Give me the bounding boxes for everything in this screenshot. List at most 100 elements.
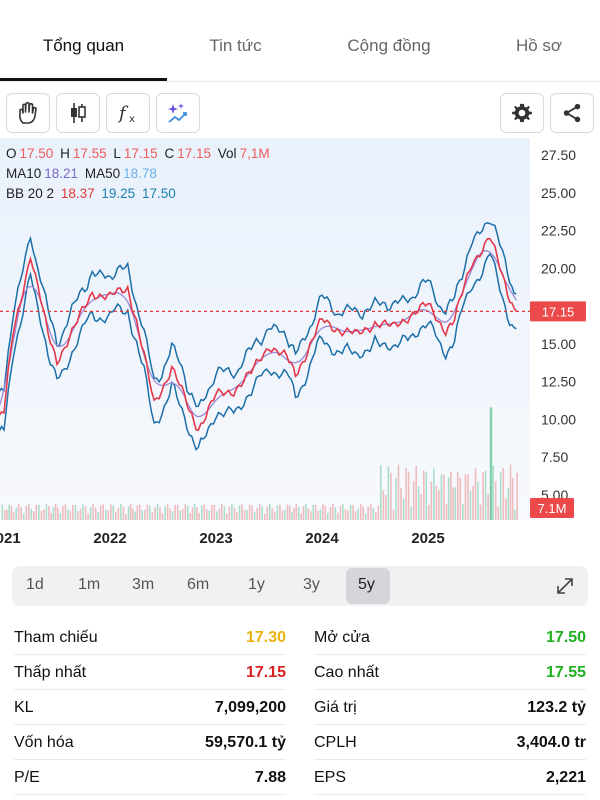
- volume-bar: [72, 504, 74, 520]
- stat-value: 123.2 tỷ: [527, 699, 586, 716]
- volume-bar: [127, 506, 130, 520]
- ma50-value: 18.78: [123, 166, 157, 181]
- indicators-button[interactable]: f x: [106, 93, 150, 133]
- tab-news[interactable]: Tin tức: [209, 36, 262, 55]
- volume-bar: [329, 507, 332, 520]
- price-line: [0, 237, 517, 432]
- tab-community[interactable]: Cộng đồng: [347, 36, 431, 55]
- range-3m[interactable]: 3m: [132, 576, 155, 593]
- volume-bar: [314, 504, 317, 520]
- volume-bar: [189, 513, 192, 520]
- stat-label: Vốn hóa: [14, 734, 74, 751]
- range-1m[interactable]: 1m: [78, 576, 101, 593]
- volume-bar: [467, 474, 469, 520]
- expand-icon[interactable]: [554, 575, 576, 597]
- volume-bar: [385, 494, 387, 520]
- volume-bar: [35, 505, 38, 520]
- price-chart[interactable]: 27.50 25.00 22.50 20.00 17.50 15.00 12.50 10.00…: [0, 138, 600, 558]
- volume-bar: [99, 505, 102, 520]
- volume-bar: [238, 505, 241, 520]
- stat-label: Mở cửa: [314, 629, 370, 646]
- y-axis-tick-label: 20.00: [541, 260, 576, 276]
- volume-bar: [362, 506, 364, 520]
- volume-bar: [110, 504, 112, 520]
- volume-bar: [482, 472, 484, 520]
- close-label: C: [164, 146, 175, 161]
- volume-bar: [117, 508, 120, 520]
- stat-value: 17.15: [245, 664, 286, 681]
- volume-bar: [462, 503, 464, 520]
- volume-bar: [112, 505, 115, 520]
- bollinger-lower-band: [0, 252, 517, 451]
- volume-bar: [48, 505, 50, 520]
- volume-bar: [187, 505, 189, 520]
- x-axis-tick-label: 2025: [411, 530, 444, 547]
- volume-bar: [20, 506, 22, 520]
- share-button[interactable]: [550, 93, 594, 133]
- volume-bar: [57, 507, 59, 520]
- volume-bar: [417, 486, 420, 520]
- volume-bar: [184, 504, 187, 520]
- volume-bar: [288, 505, 291, 520]
- volume-bar: [489, 407, 493, 520]
- volume-bar: [156, 504, 159, 520]
- volume-bar: [8, 504, 10, 520]
- stat-label: P/E: [14, 769, 40, 786]
- volume-bar: [464, 474, 467, 520]
- volume-bar: [497, 506, 499, 520]
- volume-bar: [477, 482, 479, 520]
- range-1y[interactable]: 1y: [248, 576, 265, 593]
- volume-bar: [54, 504, 57, 520]
- volume-bar: [149, 505, 151, 520]
- volume-bar: [226, 513, 228, 520]
- stat-eps: EPS 2,221: [314, 760, 586, 795]
- volume-bar: [472, 485, 474, 520]
- volume-bar: [52, 507, 55, 520]
- volume-bar: [231, 504, 233, 520]
- volume-bar: [198, 512, 200, 520]
- volume-bar: [92, 504, 94, 520]
- chart-type-button[interactable]: [56, 93, 100, 133]
- volume-bar: [514, 509, 516, 520]
- volume-bar: [17, 504, 20, 520]
- stat-label: Tham chiếu: [14, 629, 98, 646]
- volume-bar: [375, 512, 377, 520]
- tab-profile[interactable]: Hồ sơ: [515, 36, 563, 55]
- volume-bar: [380, 464, 382, 520]
- stat-value: 2,221: [545, 769, 586, 786]
- ai-analysis-button[interactable]: [156, 93, 200, 133]
- tab-overview[interactable]: Tổng quan: [42, 36, 125, 55]
- x-axis-tick-label: 2023: [199, 530, 232, 547]
- stat-label: Giá trị: [314, 699, 357, 716]
- volume-bar: [12, 512, 15, 520]
- x-axis-tick-label: 2022: [93, 530, 126, 547]
- volume-bar: [425, 472, 428, 520]
- volume-bar: [447, 477, 450, 520]
- range-3y[interactable]: 3y: [303, 576, 320, 593]
- y-axis-tick-label: 22.50: [541, 223, 576, 239]
- open-label: O: [6, 146, 17, 161]
- volume-bar: [430, 481, 433, 520]
- range-5y[interactable]: 5y: [358, 576, 375, 593]
- svg-text:x: x: [129, 114, 135, 125]
- volume-bar: [492, 465, 494, 520]
- high-value: 17.55: [72, 146, 107, 161]
- volume-bar: [141, 510, 144, 520]
- volume-bar: [415, 465, 417, 520]
- tab-bar: Tổng quan Tin tức Cộng đồng Hồ sơ: [0, 0, 600, 82]
- volume-bar: [339, 505, 342, 520]
- volume-bar: [305, 504, 307, 520]
- volume-bar: [261, 506, 263, 520]
- range-6m[interactable]: 6m: [187, 576, 210, 593]
- volume-bar: [122, 506, 125, 520]
- ohlc-legend: O 17.50 H 17.55 L 17.15 C 17.15 Vol 7,1M: [6, 146, 273, 161]
- volume-bar: [179, 510, 181, 520]
- volume-bar: [377, 505, 380, 520]
- settings-button[interactable]: [500, 93, 544, 133]
- volume-bar: [438, 490, 440, 520]
- drawing-tool-button[interactable]: [6, 93, 50, 133]
- range-1d[interactable]: 1d: [26, 576, 44, 593]
- volume-bar: [319, 509, 322, 520]
- open-value: 17.50: [19, 146, 54, 161]
- volume-bar: [392, 509, 395, 520]
